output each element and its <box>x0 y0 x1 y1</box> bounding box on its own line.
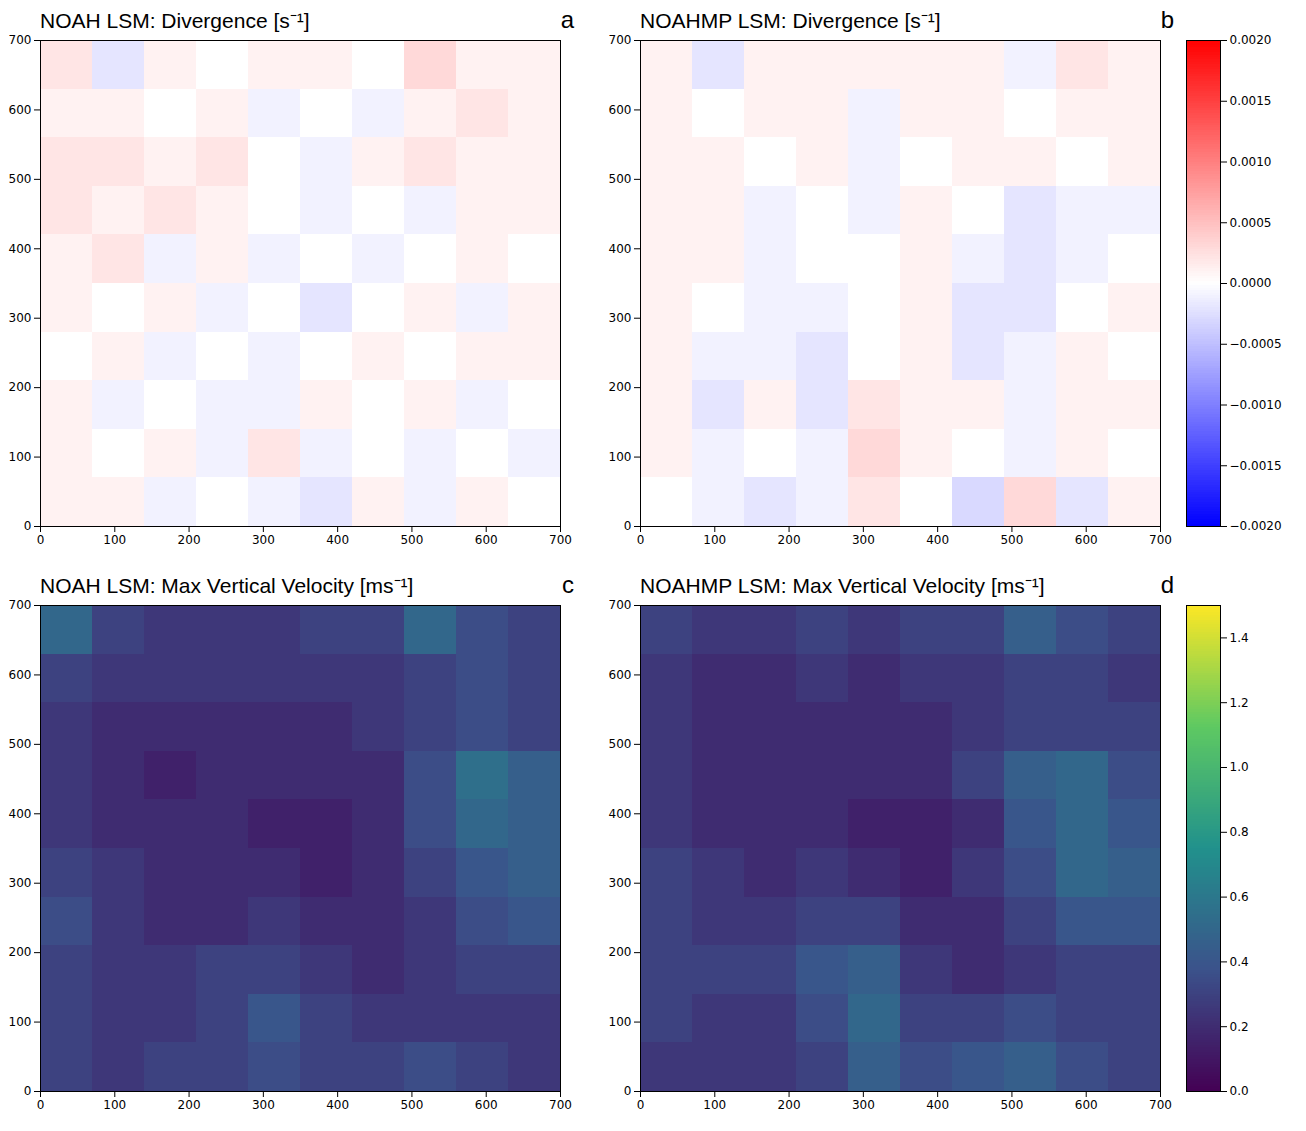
svg-text:600: 600 <box>9 103 32 117</box>
svg-text:0.4: 0.4 <box>1230 955 1249 969</box>
svg-text:300: 300 <box>9 876 32 890</box>
svg-text:700: 700 <box>549 1098 572 1112</box>
html-text:a: a <box>560 6 574 33</box>
svg-text:700: 700 <box>609 599 632 612</box>
svg-text:500: 500 <box>400 533 423 547</box>
svg-text:600: 600 <box>9 668 32 682</box>
svg-text:600: 600 <box>609 668 632 682</box>
svg-text:200: 200 <box>778 533 801 547</box>
svg-text:200: 200 <box>9 380 32 394</box>
svg-text:−0.0005: −0.0005 <box>1230 337 1282 351</box>
svg-text:600: 600 <box>1075 1098 1098 1112</box>
svg-text:100: 100 <box>9 450 32 464</box>
svg-text:200: 200 <box>178 1098 201 1112</box>
svg-text:700: 700 <box>549 533 572 547</box>
svg-text:200: 200 <box>9 945 32 959</box>
svg-text:1.0: 1.0 <box>1230 760 1249 774</box>
svg-text:0.8: 0.8 <box>1230 825 1249 839</box>
svg-text:100: 100 <box>9 1015 32 1029</box>
svg-text:300: 300 <box>252 533 275 547</box>
svg-text:0: 0 <box>24 519 32 533</box>
svg-text:600: 600 <box>475 533 498 547</box>
svg-text:200: 200 <box>609 380 632 394</box>
svg-text:0.6: 0.6 <box>1230 890 1249 904</box>
svg-text:0: 0 <box>624 519 632 533</box>
svg-text:0: 0 <box>624 1084 632 1098</box>
svg-text:700: 700 <box>609 34 632 47</box>
html-text:NOAH LSM: Max Vertical Velocit: NOAH LSM: Max Vertical Velocity [ms⁻¹] <box>40 574 414 597</box>
svg-text:0: 0 <box>637 533 645 547</box>
svg-text:200: 200 <box>778 1098 801 1112</box>
svg-text:1.2: 1.2 <box>1230 696 1249 710</box>
svg-text:500: 500 <box>1000 533 1023 547</box>
svg-text:100: 100 <box>609 1015 632 1029</box>
svg-text:300: 300 <box>9 311 32 325</box>
svg-text:300: 300 <box>609 311 632 325</box>
html-text:NOAHMP LSM: Max Vertical Veloc: NOAHMP LSM: Max Vertical Velocity [ms⁻¹] <box>640 574 1045 597</box>
svg-text:200: 200 <box>609 945 632 959</box>
svg-text:300: 300 <box>852 1098 875 1112</box>
html-text:c: c <box>562 571 574 598</box>
svg-text:0.0020: 0.0020 <box>1230 34 1272 47</box>
svg-text:700: 700 <box>9 599 32 612</box>
svg-text:0: 0 <box>37 533 45 547</box>
svg-text:300: 300 <box>852 533 875 547</box>
svg-text:300: 300 <box>252 1098 275 1112</box>
svg-text:100: 100 <box>703 533 726 547</box>
svg-text:600: 600 <box>475 1098 498 1112</box>
svg-text:100: 100 <box>103 533 126 547</box>
svg-text:500: 500 <box>1000 1098 1023 1112</box>
svg-text:600: 600 <box>1075 533 1098 547</box>
html-text:NOAHMP LSM: Divergence [s⁻¹]: NOAHMP LSM: Divergence [s⁻¹] <box>640 9 941 32</box>
svg-text:500: 500 <box>9 172 32 186</box>
svg-text:−0.0010: −0.0010 <box>1230 398 1282 412</box>
svg-text:600: 600 <box>609 103 632 117</box>
svg-text:0.0010: 0.0010 <box>1230 155 1272 169</box>
svg-text:500: 500 <box>609 172 632 186</box>
svg-text:0.0000: 0.0000 <box>1230 276 1272 290</box>
svg-text:−0.0020: −0.0020 <box>1230 519 1282 533</box>
svg-text:1.4: 1.4 <box>1230 631 1249 645</box>
svg-text:400: 400 <box>9 242 32 256</box>
svg-text:400: 400 <box>926 1098 949 1112</box>
svg-text:200: 200 <box>178 533 201 547</box>
svg-text:0: 0 <box>24 1084 32 1098</box>
svg-text:700: 700 <box>1149 1098 1172 1112</box>
svg-text:700: 700 <box>1149 533 1172 547</box>
svg-text:400: 400 <box>609 242 632 256</box>
svg-text:100: 100 <box>609 450 632 464</box>
svg-text:0: 0 <box>37 1098 45 1112</box>
svg-text:400: 400 <box>9 807 32 821</box>
html-text:b: b <box>1160 6 1174 33</box>
svg-text:100: 100 <box>103 1098 126 1112</box>
svg-text:300: 300 <box>609 876 632 890</box>
svg-text:500: 500 <box>9 737 32 751</box>
svg-text:0.0005: 0.0005 <box>1230 216 1272 230</box>
svg-text:100: 100 <box>703 1098 726 1112</box>
svg-text:500: 500 <box>400 1098 423 1112</box>
svg-text:0.0015: 0.0015 <box>1230 94 1272 108</box>
svg-text:0.2: 0.2 <box>1230 1020 1249 1034</box>
svg-text:400: 400 <box>326 533 349 547</box>
html-text:NOAH LSM: Divergence [s⁻¹]: NOAH LSM: Divergence [s⁻¹] <box>40 9 310 32</box>
svg-text:0: 0 <box>637 1098 645 1112</box>
svg-text:−0.0015: −0.0015 <box>1230 459 1282 473</box>
svg-text:400: 400 <box>326 1098 349 1112</box>
svg-text:0.0: 0.0 <box>1230 1084 1249 1098</box>
html-text:d: d <box>1160 571 1174 598</box>
svg-text:400: 400 <box>609 807 632 821</box>
svg-text:400: 400 <box>926 533 949 547</box>
svg-text:500: 500 <box>609 737 632 751</box>
svg-text:700: 700 <box>9 34 32 47</box>
